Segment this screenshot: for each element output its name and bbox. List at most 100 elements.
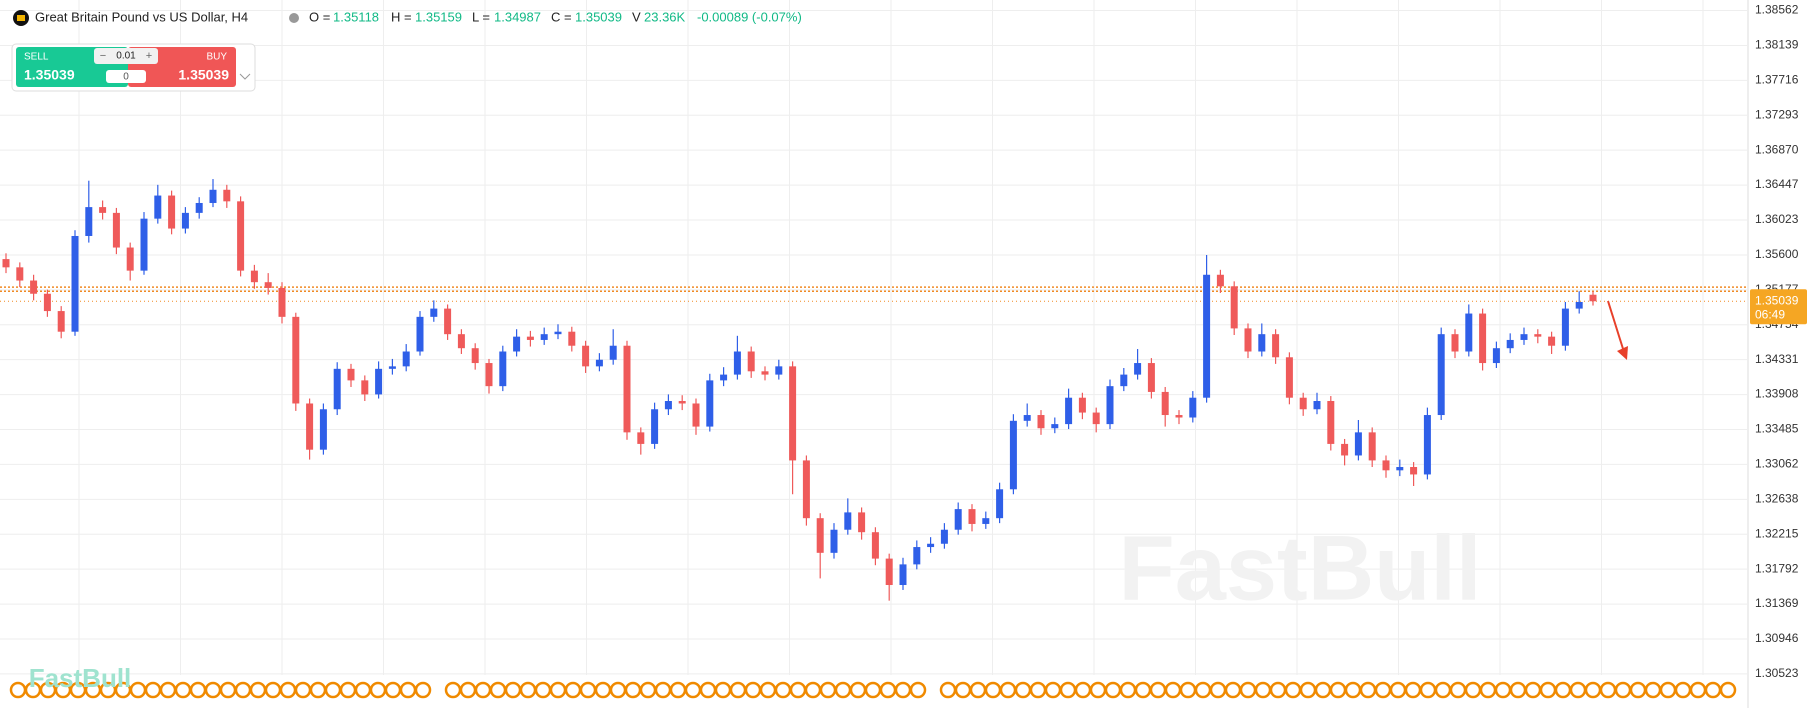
candle-body (278, 287, 286, 317)
candle-body (664, 401, 672, 410)
event-icon (879, 681, 897, 699)
candle-body (940, 529, 948, 544)
lot-minus[interactable]: − (100, 50, 106, 62)
event-icon (174, 681, 192, 699)
lot-plus[interactable]: + (146, 50, 152, 62)
event-icon (1149, 681, 1167, 699)
candle-body (1051, 424, 1059, 429)
candle-body (1451, 334, 1459, 352)
event-icon (1389, 681, 1407, 699)
event-icon (1314, 681, 1332, 699)
price-tag-countdown: 06:49 (1755, 307, 1785, 321)
event-icon (1374, 681, 1392, 699)
candle-body (361, 380, 369, 395)
event-icon (1719, 681, 1737, 699)
change: -0.00089 (-0.07%) (697, 9, 802, 24)
candle-body (968, 509, 976, 524)
candle-body (99, 207, 107, 213)
event-icon (834, 681, 852, 699)
candle-body (1548, 336, 1556, 346)
event-icon (909, 681, 927, 699)
watermark-small: FastBull (29, 663, 132, 693)
candle-body (181, 212, 189, 229)
candle-body (499, 351, 507, 387)
event-icon (984, 681, 1002, 699)
event-icon (489, 681, 507, 699)
event-icon (759, 681, 777, 699)
event-icon (1554, 681, 1572, 699)
candle-body (1147, 363, 1155, 392)
event-icon (1029, 681, 1047, 699)
candle-body (554, 331, 562, 335)
candle-body (1258, 334, 1266, 352)
y-tick-label: 1.30523 (1755, 666, 1799, 680)
candle-body (1189, 397, 1197, 418)
candle-body (678, 401, 686, 404)
event-icon (399, 681, 417, 699)
event-icon (1089, 681, 1107, 699)
event-icon (9, 681, 27, 699)
candle-body (540, 334, 548, 340)
event-icon (1359, 681, 1377, 699)
candle-body (1313, 401, 1321, 410)
panel-toggle[interactable] (239, 73, 251, 80)
candle-body (1368, 432, 1376, 461)
event-icon (864, 681, 882, 699)
event-icon (999, 681, 1017, 699)
event-icon (1674, 681, 1692, 699)
candle-body (168, 195, 176, 229)
h-label: H = (391, 9, 412, 24)
y-tick-label: 1.33908 (1755, 387, 1799, 401)
y-tick-label: 1.30946 (1755, 631, 1799, 645)
candle-body (195, 202, 203, 213)
candle-body (1037, 415, 1045, 429)
candle-body (16, 267, 24, 281)
candle-body (306, 403, 314, 450)
candle-body (733, 351, 741, 375)
open: 1.35118 (333, 9, 379, 24)
candle-body (1341, 443, 1349, 456)
event-icon (654, 681, 672, 699)
candle-body (71, 235, 79, 332)
event-icon (504, 681, 522, 699)
candle-body (444, 308, 452, 335)
event-icon (1614, 681, 1632, 699)
event-icon (1239, 681, 1257, 699)
event-icon (609, 681, 627, 699)
event-icon (624, 681, 642, 699)
event-icon (159, 681, 177, 699)
event-icon (1689, 681, 1707, 699)
y-tick-label: 1.32215 (1755, 526, 1799, 540)
event-icon (129, 681, 147, 699)
lot-box[interactable] (94, 48, 158, 64)
event-icon (1014, 681, 1032, 699)
event-icon (774, 681, 792, 699)
event-icon (1134, 681, 1152, 699)
candle-body (43, 293, 51, 312)
event-icon (744, 681, 762, 699)
candle-body (526, 336, 534, 340)
event-icon (294, 681, 312, 699)
candle-body (816, 518, 824, 553)
event-icon (1164, 681, 1182, 699)
candle-body (402, 351, 410, 367)
candle-body (982, 518, 990, 524)
candle-body (1175, 415, 1183, 418)
event-icon (1599, 681, 1617, 699)
event-icon (969, 681, 987, 699)
event-icon (1119, 681, 1137, 699)
close: 1.35039 (575, 9, 622, 24)
event-icon (1464, 681, 1482, 699)
event-icon (789, 681, 807, 699)
event-icon (1269, 681, 1287, 699)
sell-label: SELL (24, 52, 49, 63)
y-tick-label: 1.36023 (1755, 212, 1799, 226)
c-label: C = (551, 9, 572, 24)
candle-body (1272, 334, 1280, 358)
spread-box (106, 70, 146, 83)
y-tick-label: 1.33485 (1755, 422, 1799, 436)
event-icon (1329, 681, 1347, 699)
candle-body (485, 363, 493, 387)
candle-body (292, 316, 300, 404)
candle-body (112, 212, 120, 248)
